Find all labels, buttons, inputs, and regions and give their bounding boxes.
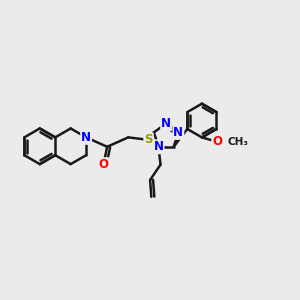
Text: O: O xyxy=(212,135,222,148)
Text: O: O xyxy=(98,158,109,171)
Text: N: N xyxy=(81,131,91,144)
Text: N: N xyxy=(173,126,183,139)
Text: CH₃: CH₃ xyxy=(228,137,249,147)
Text: N: N xyxy=(154,140,164,153)
Text: N: N xyxy=(161,117,171,130)
Text: S: S xyxy=(144,133,153,146)
